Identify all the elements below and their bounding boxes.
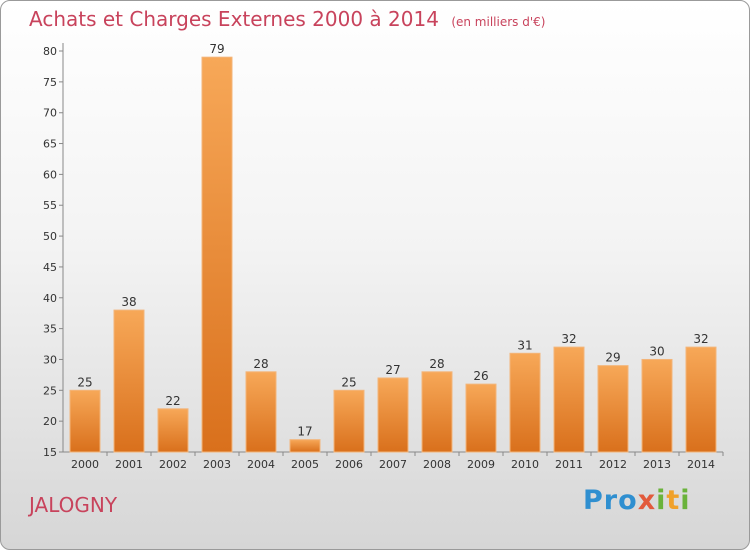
bar-2012 xyxy=(597,365,629,453)
x-tick-label: 2005 xyxy=(291,458,319,471)
y-tick-label: 65 xyxy=(43,138,57,151)
bar-2000 xyxy=(69,389,101,453)
y-tick-label: 55 xyxy=(43,199,57,212)
bar-2005 xyxy=(289,439,321,453)
bar-2004 xyxy=(245,371,277,453)
data-label: 79 xyxy=(209,42,224,56)
logo-letter: x xyxy=(637,485,657,516)
chart-title: Achats et Charges Externes 2000 à 2014 (… xyxy=(29,7,545,31)
chart-labels: 25 2000 38 2001 22 2002 79 2003 28 2004 17 2005 25 20… xyxy=(71,42,715,471)
x-tick-label: 2014 xyxy=(687,458,715,471)
bar-2008 xyxy=(421,371,453,453)
bar-2003 xyxy=(201,56,233,453)
bar-2010 xyxy=(509,352,541,453)
bar-2013 xyxy=(641,358,673,453)
data-label: 25 xyxy=(341,375,356,389)
y-tick-label: 40 xyxy=(43,292,57,305)
data-label: 32 xyxy=(561,332,576,346)
y-tick-label: 45 xyxy=(43,261,57,274)
x-tick-label: 2011 xyxy=(555,458,583,471)
logo-letter: P xyxy=(583,485,604,516)
y-tick-label: 30 xyxy=(43,353,57,366)
data-label: 31 xyxy=(517,338,532,352)
proxiti-logo[interactable]: Proxiti xyxy=(583,485,691,516)
x-tick-label: 2010 xyxy=(511,458,539,471)
bar-2014 xyxy=(685,346,717,453)
logo-letter: i xyxy=(656,485,667,516)
x-tick-label: 2004 xyxy=(247,458,275,471)
x-tick-label: 2000 xyxy=(71,458,99,471)
logo-letter: r xyxy=(603,485,619,516)
data-label: 28 xyxy=(253,357,268,371)
bar-2007 xyxy=(377,377,409,453)
logo-letter: t xyxy=(666,485,681,516)
chart-axes: 15 20 25 30 35 40 45 50 55 60 65 70 75 80 xyxy=(43,43,724,459)
x-tick-label: 2013 xyxy=(643,458,671,471)
city-name: JALOGNY xyxy=(29,493,118,517)
y-tick-label: 75 xyxy=(43,76,57,89)
y-tick-label: 50 xyxy=(43,230,57,243)
chart-subtitle: (en milliers d'€) xyxy=(451,15,546,29)
chart-title-text: Achats et Charges Externes 2000 à 2014 xyxy=(29,7,439,31)
x-tick-label: 2001 xyxy=(115,458,143,471)
bar-2009 xyxy=(465,383,497,453)
y-tick-label: 20 xyxy=(43,415,57,428)
y-tick-label: 35 xyxy=(43,323,57,336)
x-tick-label: 2003 xyxy=(203,458,231,471)
bar-2006 xyxy=(333,389,365,453)
bar-2001 xyxy=(113,309,145,453)
y-tick-label: 25 xyxy=(43,384,57,397)
data-label: 30 xyxy=(649,344,664,358)
data-label: 29 xyxy=(605,351,620,365)
x-tick-label: 2012 xyxy=(599,458,627,471)
x-tick-label: 2009 xyxy=(467,458,495,471)
bar-2011 xyxy=(553,346,585,453)
chart-bars xyxy=(69,56,717,453)
data-label: 32 xyxy=(693,332,708,346)
y-tick-label: 15 xyxy=(43,446,57,459)
data-label: 25 xyxy=(77,375,92,389)
data-label: 26 xyxy=(473,369,488,383)
y-tick-label: 80 xyxy=(43,45,57,58)
y-tick-label: 60 xyxy=(43,168,57,181)
data-label: 27 xyxy=(385,363,400,377)
bar-2002 xyxy=(157,408,189,453)
x-tick-label: 2002 xyxy=(159,458,187,471)
data-label: 17 xyxy=(297,425,312,439)
x-tick-label: 2006 xyxy=(335,458,363,471)
data-label: 22 xyxy=(165,394,180,408)
x-tick-label: 2007 xyxy=(379,458,407,471)
y-tick-label: 70 xyxy=(43,107,57,120)
data-label: 28 xyxy=(429,357,444,371)
x-tick-label: 2008 xyxy=(423,458,451,471)
logo-letter: o xyxy=(618,485,638,516)
data-label: 38 xyxy=(121,295,136,309)
logo-letter: i xyxy=(680,485,691,516)
